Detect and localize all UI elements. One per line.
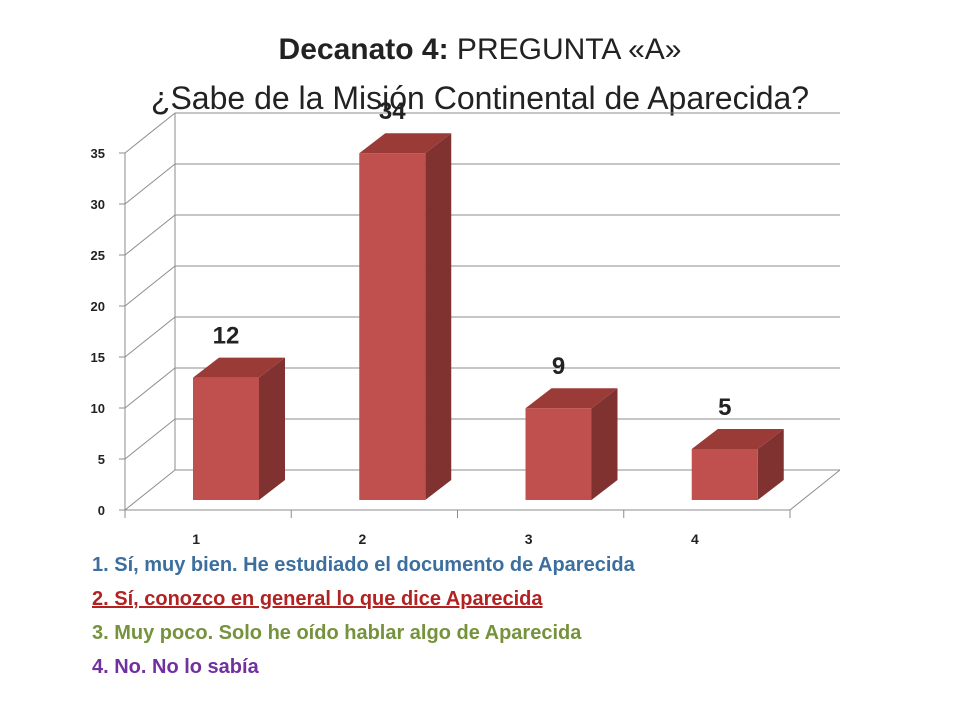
answer-legend: 1. Sí, muy bien. He estudiado el documen… <box>92 548 635 684</box>
bar-side-3 <box>591 388 618 500</box>
bar-top-1 <box>193 357 285 378</box>
chart-title-block: Decanato 4: PREGUNTA «A» ¿Sabe de la Mis… <box>0 30 960 120</box>
bar-side-1 <box>259 357 285 500</box>
x-tick-label-4: 4 <box>691 531 699 547</box>
bar-top-2 <box>359 133 452 154</box>
y-tick-label-20: 20 <box>91 299 105 314</box>
chart-title: Decanato 4: PREGUNTA «A» <box>0 30 960 70</box>
grid-connector-20 <box>124 265 176 307</box>
legend-item-1: 1. Sí, muy bien. He estudiado el documen… <box>92 554 635 576</box>
data-label-2: 34 <box>379 98 406 125</box>
bar-side-2 <box>425 133 452 500</box>
y-tick-label-5: 5 <box>98 452 105 467</box>
bar-3 <box>525 408 592 500</box>
grid-connector-10 <box>124 367 176 409</box>
bar-side-4 <box>757 429 784 500</box>
bar-1 <box>193 377 259 500</box>
data-label-1: 12 <box>213 323 240 350</box>
y-tick-label-30: 30 <box>91 197 105 212</box>
grid-connector-25 <box>124 214 176 256</box>
x-tick-label-3: 3 <box>525 531 533 547</box>
grid-connector-0 <box>124 469 176 511</box>
legend-item-2: 2. Sí, conozco en general lo que dice Ap… <box>92 588 543 610</box>
y-tick-label-25: 25 <box>91 248 105 263</box>
title-pregunta: PREGUNTA «A» <box>448 33 682 66</box>
y-tick-label-15: 15 <box>91 350 105 365</box>
y-tick-label-35: 35 <box>91 146 105 161</box>
bar-top-3 <box>525 388 618 409</box>
y-tick-label-0: 0 <box>98 503 105 518</box>
grid-connector-15 <box>124 316 176 358</box>
bar-2 <box>359 153 426 500</box>
chart-question: ¿Sabe de la Misión Continental de Aparec… <box>150 80 810 116</box>
data-label-3: 9 <box>552 353 565 380</box>
legend-item-4: 4. No. No lo sabía <box>92 656 259 678</box>
x-tick-label-2: 2 <box>358 531 366 547</box>
grid-connector-5 <box>124 418 176 460</box>
title-decanato: Decanato 4: <box>278 33 449 66</box>
grid-connector-30 <box>124 163 176 205</box>
x-tick-label-1: 1 <box>192 531 200 547</box>
grid-connector-35 <box>124 112 176 154</box>
y-tick-label-10: 10 <box>91 401 105 416</box>
floor-right-edge <box>789 469 841 511</box>
data-label-4: 5 <box>718 394 731 421</box>
bar-top-4 <box>691 429 784 449</box>
legend-item-3: 3. Muy poco. Solo he oído hablar algo de… <box>92 622 582 644</box>
bar-4 <box>691 449 758 500</box>
